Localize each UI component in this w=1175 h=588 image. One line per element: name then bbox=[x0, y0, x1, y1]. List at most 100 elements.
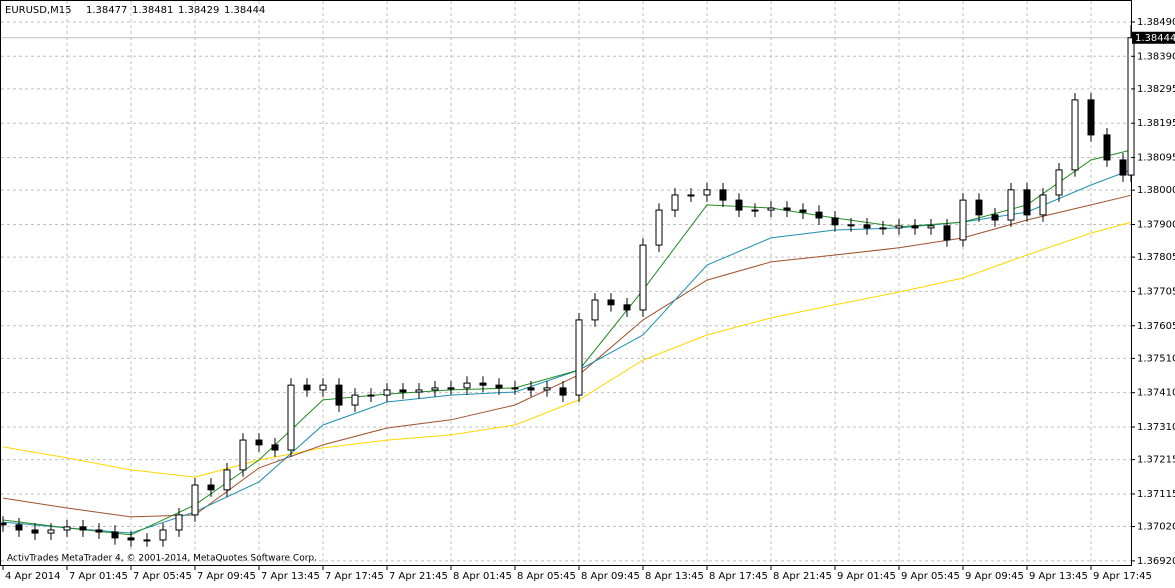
x-tick-label: 7 Apr 13:45 bbox=[261, 571, 320, 582]
candle-body bbox=[1103, 134, 1111, 161]
low-value: 1.38429 bbox=[178, 5, 219, 16]
y-tick-label: 1.37020 bbox=[1137, 522, 1175, 533]
candle-body bbox=[367, 394, 375, 397]
candle-body bbox=[607, 299, 615, 306]
candle-body bbox=[95, 529, 103, 533]
y-tick-label: 1.38195 bbox=[1137, 118, 1175, 129]
candle-body bbox=[767, 207, 775, 211]
candle-body bbox=[31, 529, 39, 534]
candle-body bbox=[463, 382, 471, 389]
y-tick-label: 1.37900 bbox=[1137, 219, 1175, 230]
candle-body bbox=[207, 484, 215, 491]
candle-body bbox=[127, 537, 135, 541]
open-value: 1.38477 bbox=[86, 5, 127, 16]
candle-body bbox=[287, 384, 295, 451]
x-tick-label: 7 Apr 05:45 bbox=[133, 571, 192, 582]
y-tick-label: 1.38095 bbox=[1137, 153, 1175, 164]
candle-body bbox=[383, 389, 391, 396]
y-tick-label: 1.36920 bbox=[1137, 556, 1175, 567]
candle-body bbox=[783, 207, 791, 211]
candle-body bbox=[431, 387, 439, 391]
x-tick-label: 8 Apr 17:45 bbox=[709, 571, 768, 582]
x-tick-label: 9 Apr 09:45 bbox=[965, 571, 1024, 582]
candle-body bbox=[255, 439, 263, 446]
candle-body bbox=[447, 387, 455, 390]
x-tick-label: 9 Apr 17:45 bbox=[1093, 571, 1152, 582]
x-tick-label: 8 Apr 01:45 bbox=[453, 571, 512, 582]
y-tick-label: 1.37215 bbox=[1137, 455, 1175, 466]
candle-body bbox=[415, 389, 423, 393]
candle-body bbox=[655, 209, 663, 246]
y-tick-label: 1.38390 bbox=[1137, 51, 1175, 62]
y-tick-label: 1.37510 bbox=[1137, 353, 1175, 364]
candle-body bbox=[559, 387, 567, 396]
candle-body bbox=[543, 387, 551, 391]
close-value: 1.38444 bbox=[224, 5, 265, 16]
x-tick-label: 9 Apr 05:45 bbox=[901, 571, 960, 582]
candle-body bbox=[79, 526, 87, 531]
candle-body bbox=[527, 387, 535, 391]
candle-body bbox=[1007, 189, 1015, 221]
candle-body bbox=[831, 217, 839, 226]
candle-body bbox=[495, 384, 503, 389]
candle-body bbox=[271, 444, 279, 451]
candle-body bbox=[799, 209, 807, 213]
symbol: EURUSD,M15 bbox=[5, 5, 71, 16]
plot-frame bbox=[0, 0, 1132, 566]
price-label: 1.38444 bbox=[1135, 33, 1175, 44]
y-tick-label: 1.38295 bbox=[1137, 84, 1175, 95]
candle-body bbox=[159, 529, 167, 541]
candle-body bbox=[143, 539, 151, 542]
candle-body bbox=[735, 199, 743, 211]
candle-body bbox=[719, 189, 727, 201]
footer: ActivTrades MetaTrader 4, © 2001-2014, M… bbox=[7, 554, 317, 564]
candle-body bbox=[15, 524, 23, 531]
candle-body bbox=[687, 194, 695, 197]
candle-body bbox=[911, 225, 919, 229]
candle-body bbox=[175, 514, 183, 531]
candle-body bbox=[863, 224, 871, 229]
high-value: 1.38481 bbox=[132, 5, 173, 16]
candle-body bbox=[351, 394, 359, 406]
candle-body bbox=[623, 304, 631, 311]
candle-body bbox=[1127, 37, 1135, 176]
y-tick-label: 1.38000 bbox=[1137, 185, 1175, 196]
x-tick-label: 8 Apr 13:45 bbox=[645, 571, 704, 582]
candle-body bbox=[47, 529, 55, 534]
y-tick-label: 1.38490 bbox=[1137, 17, 1175, 28]
candle-body bbox=[1055, 169, 1063, 196]
candle-body bbox=[479, 382, 487, 386]
candle-body bbox=[1023, 189, 1031, 216]
x-tick-label: 7 Apr 09:45 bbox=[197, 571, 256, 582]
candle-body bbox=[191, 484, 199, 516]
y-tick-label: 1.37310 bbox=[1137, 422, 1175, 433]
candle-body bbox=[815, 211, 823, 219]
candle-body bbox=[239, 439, 247, 471]
candle-body bbox=[511, 387, 519, 390]
candle-body bbox=[223, 469, 231, 491]
candle-body bbox=[751, 209, 759, 212]
candle-body bbox=[927, 225, 935, 229]
y-tick-label: 1.37410 bbox=[1137, 388, 1175, 399]
candle-body bbox=[943, 225, 951, 241]
candle-body bbox=[335, 384, 343, 406]
candle-body bbox=[847, 224, 855, 227]
candle-body bbox=[575, 319, 583, 396]
y-tick-label: 1.37805 bbox=[1137, 252, 1175, 263]
candle-body bbox=[1087, 99, 1095, 136]
y-tick-label: 1.37705 bbox=[1137, 286, 1175, 297]
candle-body bbox=[111, 531, 119, 539]
x-tick-label: 9 Apr 01:45 bbox=[837, 571, 896, 582]
candle-body bbox=[959, 199, 967, 241]
candle-body bbox=[303, 384, 311, 391]
candle-body bbox=[879, 227, 887, 230]
candle-body bbox=[63, 526, 71, 531]
candle-body bbox=[1071, 99, 1079, 171]
x-tick-label: 8 Apr 09:45 bbox=[581, 571, 640, 582]
candle-body bbox=[639, 244, 647, 311]
x-tick-label: 9 Apr 13:45 bbox=[1029, 571, 1088, 582]
candle-body bbox=[1039, 194, 1047, 216]
x-tick-label: 8 Apr 05:45 bbox=[517, 571, 576, 582]
